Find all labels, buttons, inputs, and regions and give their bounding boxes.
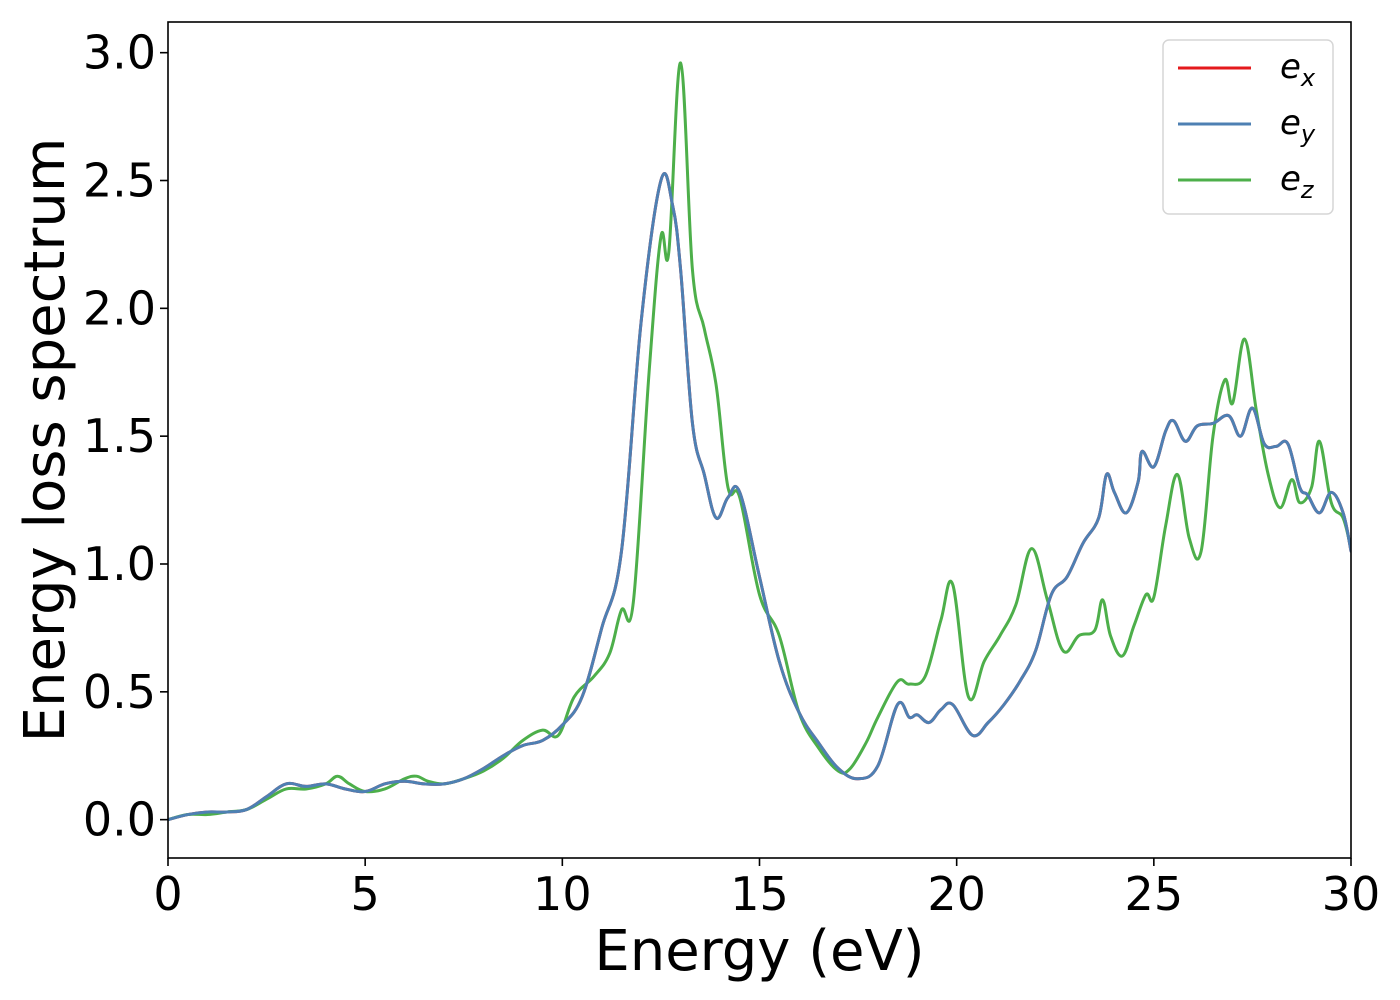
series-line-e-x <box>168 172 1351 822</box>
x-tick-label: 10 <box>533 867 592 921</box>
x-tick-label: 20 <box>927 867 986 921</box>
y-tick-label: 1.5 <box>83 409 156 463</box>
y-tick-label: 1.0 <box>83 537 156 591</box>
legend-label-e-z: ez <box>1280 159 1315 204</box>
y-axis-label: Energy loss spectrum <box>13 138 78 743</box>
x-tick-label: 5 <box>351 867 380 921</box>
y-tick-label: 2.0 <box>83 281 156 335</box>
series-layer <box>168 61 1351 822</box>
x-tick-label: 30 <box>1322 867 1381 921</box>
series-line-e-y <box>168 172 1351 822</box>
x-tick-label: 15 <box>730 867 789 921</box>
legend-box <box>1162 39 1334 215</box>
y-tick-label: 3.0 <box>83 26 156 80</box>
series-line-e-z <box>168 61 1351 822</box>
legend-label-e-y: ey <box>1280 103 1316 148</box>
x-axis-label: Energy (eV) <box>594 919 924 984</box>
y-tick-label: 2.5 <box>83 154 156 208</box>
x-tick-label: 25 <box>1125 867 1184 921</box>
legend-label-e-x: ex <box>1280 47 1316 92</box>
y-tick-label: 0.0 <box>83 793 156 847</box>
y-tick-label: 0.5 <box>83 665 156 719</box>
x-tick-label: 0 <box>153 867 182 921</box>
legend: ex ey ez <box>1162 39 1334 215</box>
axes-layer: 0 5 10 15 20 25 30 0.0 0.5 1.0 1.5 2.0 2.5 3.0 Energy … <box>13 21 1381 984</box>
